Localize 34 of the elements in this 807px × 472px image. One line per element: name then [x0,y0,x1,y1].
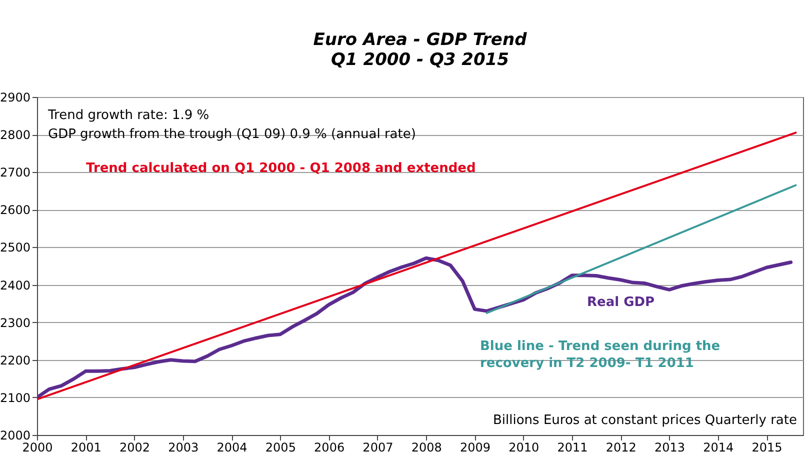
y-tick-label: 2900 [0,90,30,104]
y-tick-label: 2500 [0,240,30,255]
y-tick-label: 2400 [0,278,30,292]
x-tick-label: 2002 [119,440,150,454]
annotation: GDP growth from the trough (Q1 09) 0.9 % (annual rate) [48,127,416,142]
y-tick-label: 2300 [0,316,30,330]
x-tick-label: 2013 [654,440,686,454]
annotation: Trend calculated on Q1 2000 - Q1 2008 and extended [86,161,476,176]
x-tick-label: 2012 [606,440,636,454]
x-tick-label: 2005 [265,440,296,454]
x-tick-label: 2014 [703,440,734,454]
y-tick-label: 2800 [0,128,30,142]
x-tick-label: 2010 [508,440,540,454]
y-tick-label: 2200 [0,353,30,368]
x-tick-label: 2003 [168,440,199,454]
x-tick-label: 2007 [362,440,394,454]
chart-title: Euro Area - GDP Trend [313,30,528,50]
x-tick-label: 2000 [22,440,53,454]
x-tick-label: 2006 [314,440,345,454]
x-tick-label: 2001 [70,440,102,454]
y-tick-label: 2100 [0,390,30,405]
y-tick-label: 2600 [0,203,30,218]
x-tick-label: 2009 [460,440,490,454]
series-label: Real GDP [587,295,655,310]
x-tick-label: 2004 [216,440,248,454]
x-tick-label: 2015 [752,440,782,454]
chart-subtitle: Q1 2000 - Q3 2015 [331,50,509,70]
x-tick-label: 2011 [557,440,588,454]
y-tick-label: 2700 [0,166,30,180]
annotation: Blue line - Trend seen during the recovery in T2 2009- T1 2011 [480,339,720,371]
x-tick-label: 2008 [411,440,442,454]
y-tick-label: 2000 [0,428,30,442]
annotation: Trend growth rate: 1.9 % [47,108,210,123]
annotation: Billions Euros at constant prices Quarterly rate [492,413,797,428]
